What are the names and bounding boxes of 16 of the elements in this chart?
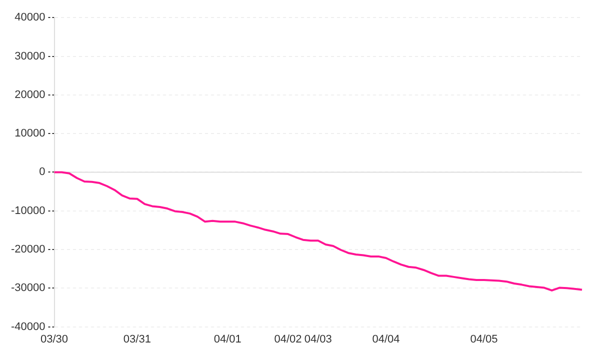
y-tick-label: -20000 — [10, 244, 46, 256]
y-tick-label: -10000 — [10, 204, 46, 217]
y-tick-label: 10000 — [14, 128, 46, 140]
y-tick-label: 20000 — [14, 88, 46, 101]
y-tick-label: 0 — [39, 166, 46, 178]
x-tick-label: 04/04 — [372, 333, 400, 346]
x-tick-label: 04/05 — [470, 333, 498, 346]
y-tick-label: 30000 — [14, 50, 46, 62]
x-tick-label: 04/02 — [274, 333, 302, 346]
y-tick-label: -40000 — [10, 320, 46, 333]
x-tick-label: 04/01 — [214, 333, 242, 346]
y-tick-label: 40000 — [14, 12, 46, 24]
x-tick-label: 04/03 — [304, 333, 332, 346]
x-tick-label: 03/30 — [40, 333, 68, 346]
y-tick-label: -30000 — [10, 282, 46, 294]
x-tick-label: 03/31 — [123, 333, 151, 346]
